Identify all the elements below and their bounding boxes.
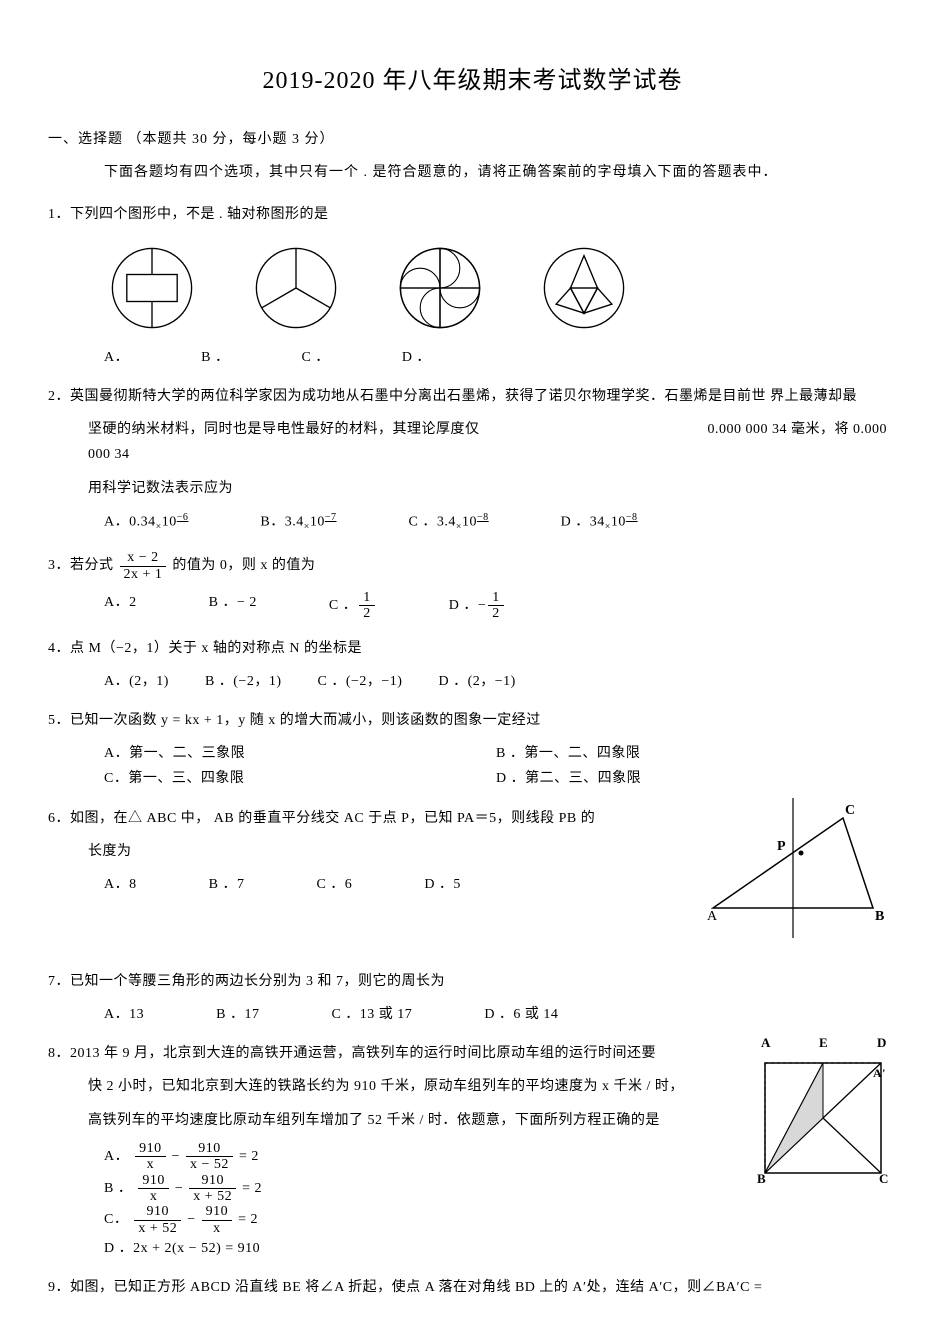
q3-opt-b: B ．− 2	[209, 590, 257, 622]
q1-shape-b	[248, 243, 344, 333]
q1-shape-d	[536, 243, 632, 333]
q6-figure: A B C P	[693, 798, 893, 947]
q2-opt-c: C ．3.4×10−8	[409, 509, 489, 536]
q2-line2: 坚硬的纳米材料，同时也是导电性最好的材料，其理论厚度仅	[88, 422, 480, 437]
q3-opt-a: A．2	[104, 590, 137, 622]
q3-opt-c: C ．12	[329, 590, 377, 622]
q6-opt-c: C ．6	[316, 872, 352, 897]
q4-opt-b: B ．(−2，1)	[205, 669, 282, 694]
question-7: 7．已知一个等腰三角形的两边长分别为 3 和 7，则它的周长为 A．13 B ．…	[48, 969, 897, 1027]
q6-options: A．8 B ．7 C ．6 D ．5	[104, 872, 677, 897]
q2-line1: 2．英国曼彻斯特大学的两位科学家因为成功地从石墨中分离出石墨烯，获得了诺贝尔物理…	[48, 384, 897, 409]
circle-rect-icon	[107, 243, 197, 333]
q1-opt-b: B ．	[201, 345, 229, 370]
q2-opt-d: D ．34×10−8	[561, 509, 638, 536]
q2-opt-b: B．3.4×10−7	[260, 509, 336, 536]
q6-opt-b: B ．7	[209, 872, 245, 897]
q1-opt-d: D ．	[402, 345, 431, 370]
question-9: 9．如图，已知正方形 ABCD 沿直线 BE 将∠A 折起，使点 A 落在对角线…	[48, 1275, 897, 1300]
question-1: 1．下列四个图形中，不是 . 轴对称图形的是	[48, 202, 897, 370]
q7-opt-c: C ．13 或 17	[331, 1002, 412, 1027]
svg-text:D: D	[877, 1035, 887, 1050]
q8-options: A． 910x − 910x − 52 = 2 B ． 910x − 910x …	[104, 1141, 737, 1262]
question-5: 5．已知一次函数 y = kx + 1，y 随 x 的增大而减小，则该函数的图象…	[48, 708, 897, 792]
q6-opt-a: A．8	[104, 872, 137, 897]
question-8: A E D A' B C 8．2013 年 9 月，北京到大连的高铁开通运营，高…	[48, 1041, 897, 1261]
q8-figure: A E D A' B C	[753, 1033, 893, 1192]
q3-opt-d: D ．−12	[449, 590, 506, 622]
q1-text: 1．下列四个图形中，不是 . 轴对称图形的是	[48, 202, 897, 227]
page-title: 2019-2020 年八年级期末考试数学试卷	[48, 60, 897, 103]
q7-opt-a: A．13	[104, 1002, 144, 1027]
q4-opt-d: D ．(2，−1)	[438, 669, 515, 694]
q4-options: A．(2，1) B ．(−2，1) C ．(−2，−1) D ．(2，−1)	[104, 669, 897, 694]
q4-opt-c: C ．(−2，−1)	[318, 669, 403, 694]
q7-opt-d: D ．6 或 14	[484, 1002, 558, 1027]
q4-text: 4．点 M（−2，1）关于 x 轴的对称点 N 的坐标是	[48, 636, 897, 661]
svg-text:C: C	[845, 803, 856, 818]
fraction-icon: x − 22x + 1	[120, 550, 167, 582]
q1-shape-c	[392, 243, 488, 333]
section-1-head: 一、选择题 （本题共 30 分，每小题 3 分）	[48, 127, 897, 152]
question-3: 3．若分式 x − 22x + 1 的值为 0，则 x 的值为 A．2 B ．−…	[48, 550, 897, 622]
svg-text:A: A	[761, 1035, 771, 1050]
q5-opt-d: D ．第二、三、四象限	[496, 766, 836, 791]
q1-shape-a	[104, 243, 200, 333]
q3-text: 3．若分式 x − 22x + 1 的值为 0，则 x 的值为	[48, 550, 897, 582]
section-1-instr: 下面各题均有四个选项，其中只有一个 . 是符合题意的，请将正确答案前的字母填入下…	[104, 160, 897, 185]
q2-line3: 用科学记数法表示应为	[88, 476, 897, 501]
q1-opt-c: C ．	[301, 345, 329, 370]
q6-opt-d: D ．5	[424, 872, 461, 897]
q8-opt-d: D ．2x + 2(x − 52) = 910	[104, 1236, 444, 1261]
question-4: 4．点 M（−2，1）关于 x 轴的对称点 N 的坐标是 A．(2，1) B ．…	[48, 636, 897, 694]
q5-opt-c: C．第一、三、四象限	[104, 766, 444, 791]
circle-triangles-icon	[539, 243, 629, 333]
q8-opt-c: C． 910x + 52 − 910x = 2	[104, 1204, 444, 1236]
q7-options: A．13 B ．17 C ．13 或 17 D ．6 或 14	[104, 1002, 897, 1027]
svg-text:E: E	[819, 1035, 828, 1050]
q1-opt-a: A．	[104, 345, 129, 370]
q4-opt-a: A．(2，1)	[104, 669, 169, 694]
svg-text:B: B	[875, 909, 885, 924]
q8-opt-b: B ． 910x − 910x + 52 = 2	[104, 1173, 444, 1205]
q2-line2-wrap: 坚硬的纳米材料，同时也是导电性最好的材料，其理论厚度仅 0.000 000 34…	[88, 417, 897, 467]
q9-text: 9．如图，已知正方形 ABCD 沿直线 BE 将∠A 折起，使点 A 落在对角线…	[48, 1275, 897, 1300]
q5-text: 5．已知一次函数 y = kx + 1，y 随 x 的增大而减小，则该函数的图象…	[48, 708, 897, 733]
circle-pinwheel-icon	[395, 243, 485, 333]
square-fold-icon: A E D A' B C	[753, 1033, 893, 1183]
q5-opt-b: B ．第一、二、四象限	[496, 741, 836, 766]
q3-options: A．2 B ．− 2 C ．12 D ．−12	[104, 590, 897, 622]
q7-text: 7．已知一个等腰三角形的两边长分别为 3 和 7，则它的周长为	[48, 969, 897, 994]
q5-options: A．第一、二、三象限 B ．第一、二、四象限 C．第一、三、四象限 D ．第二、…	[104, 741, 897, 791]
q5-opt-a: A．第一、二、三象限	[104, 741, 444, 766]
q2-opt-a: A．0.34×10−6	[104, 509, 188, 536]
svg-text:P: P	[777, 839, 786, 854]
question-6: A B C P 6．如图，在△ ABC 中， AB 的垂直平分线交 AC 于点 …	[48, 806, 897, 955]
question-2: 2．英国曼彻斯特大学的两位科学家因为成功地从石墨中分离出石墨烯，获得了诺贝尔物理…	[48, 384, 897, 536]
q7-opt-b: B ．17	[216, 1002, 259, 1027]
svg-text:A': A'	[873, 1066, 886, 1080]
circle-y-icon	[251, 243, 341, 333]
q2-options: A．0.34×10−6 B．3.4×10−7 C ．3.4×10−8 D ．34…	[104, 509, 897, 536]
q8-opt-a: A． 910x − 910x − 52 = 2	[104, 1141, 444, 1173]
svg-text:A: A	[707, 909, 718, 924]
svg-text:B: B	[757, 1171, 766, 1183]
triangle-perp-icon: A B C P	[693, 798, 893, 938]
q1-shapes	[104, 243, 897, 333]
svg-text:C: C	[879, 1171, 889, 1183]
q1-options: A． B ． C ． D ．	[104, 345, 897, 370]
